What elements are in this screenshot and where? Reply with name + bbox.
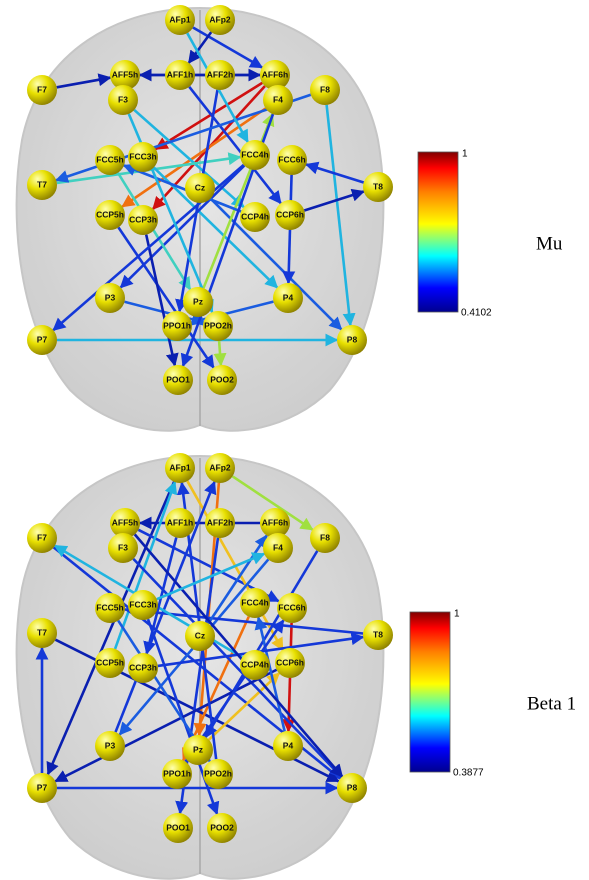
electrode-label: F3 — [118, 542, 128, 552]
electrode-label: F4 — [273, 542, 283, 552]
electrode-label: F7 — [37, 84, 47, 94]
electrode-label: P8 — [347, 782, 358, 792]
brain-panel: AFp1 AFp2 AFF5h AFF1h AFF2h AFF6h F7 F3 F4 F8 FCC5… — [17, 453, 577, 879]
colorbar-min: 0.3877 — [453, 768, 484, 779]
electrode-label: PPO1h — [163, 320, 191, 330]
electrode-label: FCC6h — [278, 602, 305, 612]
electrode-label: POO1 — [166, 822, 190, 832]
electrode-label: AFp1 — [169, 14, 191, 24]
electrode-label: F7 — [37, 532, 47, 542]
electrode-label: P7 — [37, 782, 48, 792]
electrode-label: P4 — [283, 292, 294, 302]
panel-label: Beta 1 — [527, 693, 576, 714]
electrode-label: AFF6h — [262, 69, 288, 79]
connection — [219, 341, 221, 365]
electrode-label: CCP6h — [276, 657, 304, 667]
electrode-label: F4 — [273, 94, 283, 104]
electrode-label: Cz — [195, 182, 205, 192]
electrode-label: PPO2h — [204, 768, 232, 778]
electrode-label: POO1 — [166, 374, 190, 384]
electrode-label: P4 — [283, 740, 294, 750]
electrode-label: P3 — [105, 292, 116, 302]
electrode-label: AFp2 — [209, 14, 231, 24]
electrode-label: FCC4h — [241, 597, 268, 607]
colorbar-max: 1 — [462, 149, 468, 160]
electrode-label: PPO1h — [163, 768, 191, 778]
electrode-label: FCC5h — [96, 602, 123, 612]
electrode-label: POO2 — [210, 374, 234, 384]
electrode-label: AFF2h — [207, 69, 233, 79]
electrode-label: POO2 — [210, 822, 234, 832]
electrode-label: T7 — [37, 627, 47, 637]
electrode-label: CCP4h — [241, 659, 269, 669]
electrode-label: AFF5h — [112, 69, 138, 79]
colorbar-max: 1 — [454, 609, 460, 620]
electrode-label: Pz — [193, 296, 203, 306]
figure: AFp1 AFp2 AFF5h AFF1h AFF2h AFF6h F7 F3 F4 F8 FCC5… — [0, 0, 589, 880]
electrode-label: Pz — [193, 744, 203, 754]
electrode-label: T8 — [373, 181, 383, 191]
electrode-label: T7 — [37, 179, 47, 189]
electrode-label: PPO2h — [204, 320, 232, 330]
electrode-label: FCC4h — [241, 149, 268, 159]
electrode-label: CCP5h — [96, 657, 124, 667]
colorbar — [410, 612, 450, 772]
electrode-label: AFF2h — [207, 517, 233, 527]
electrode-label: T8 — [373, 629, 383, 639]
electrode-label: CCP5h — [96, 209, 124, 219]
electrode-label: FCC3h — [129, 151, 156, 161]
electrode-label: AFF6h — [262, 517, 288, 527]
electrode-label: CCP3h — [129, 214, 157, 224]
electrode-label: CCP6h — [276, 209, 304, 219]
electrode-label: Cz — [195, 630, 205, 640]
electrode-label: F8 — [320, 84, 330, 94]
panel-label: Mu — [536, 233, 563, 254]
electrode-label: AFp1 — [169, 462, 191, 472]
electrode-label: P3 — [105, 740, 116, 750]
electrode-label: FCC5h — [96, 154, 123, 164]
colorbar-min: 0.4102 — [461, 308, 492, 319]
electrode-label: FCC6h — [278, 154, 305, 164]
electrode-label: FCC3h — [129, 599, 156, 609]
electrode-label: P8 — [347, 334, 358, 344]
electrode-label: P7 — [37, 334, 48, 344]
electrode-label: CCP4h — [241, 211, 269, 221]
electrode-label: AFp2 — [209, 462, 231, 472]
electrode-label: CCP3h — [129, 662, 157, 672]
electrode-label: F3 — [118, 94, 128, 104]
electrode-label: AFF1h — [167, 517, 193, 527]
electrode-label: AFF5h — [112, 517, 138, 527]
electrode-label: F8 — [320, 532, 330, 542]
colorbar — [418, 152, 458, 312]
brain-panel: AFp1 AFp2 AFF5h AFF1h AFF2h AFF6h F7 F3 F4 F8 FCC5… — [17, 5, 563, 431]
electrode-label: AFF1h — [167, 69, 193, 79]
